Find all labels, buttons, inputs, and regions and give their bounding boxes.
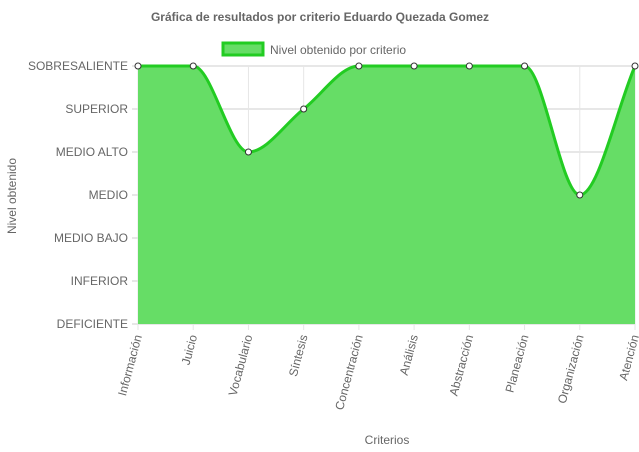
- data-point-1[interactable]: [189, 62, 197, 70]
- x-axis-title: Criterios: [365, 433, 410, 447]
- points-layer: [134, 62, 639, 199]
- series-line: [138, 64, 637, 197]
- y-tick-label: MEDIO BAJO: [54, 231, 128, 245]
- x-tick-label: Atención: [616, 333, 639, 382]
- legend-label: Nivel obtenido por criterio: [270, 43, 406, 57]
- x-tick-label: Concentración: [332, 333, 366, 411]
- x-tick-label: Vocabulario: [226, 333, 256, 398]
- x-tick-label: Información: [115, 333, 145, 397]
- area-layer: [138, 64, 637, 324]
- legend[interactable]: Nivel obtenido por criterio: [221, 41, 406, 57]
- x-tick-label: Síntesis: [286, 333, 311, 378]
- y-axis-ticks: DEFICIENTE INFERIOR MEDIO BAJO MEDIO MEDIO A…: [28, 59, 128, 331]
- data-point-3[interactable]: [300, 105, 308, 113]
- data-point-9[interactable]: [631, 62, 639, 70]
- data-point-2[interactable]: [244, 148, 252, 156]
- x-tick-label: Análisis: [397, 333, 421, 377]
- x-tick-label: Planeación: [503, 333, 532, 394]
- y-tick-label: MEDIO ALTO: [56, 145, 128, 159]
- data-point-8[interactable]: [576, 191, 584, 199]
- x-tick-label: Abstracción: [446, 333, 476, 397]
- series-area-fill: [138, 66, 635, 324]
- data-point-0[interactable]: [134, 62, 142, 70]
- x-axis-ticks: Información Juicio Vocabulario Síntesis Conc…: [115, 333, 639, 412]
- data-point-5[interactable]: [410, 62, 418, 70]
- y-tick-label: SUPERIOR: [65, 102, 128, 116]
- data-point-7[interactable]: [521, 62, 529, 70]
- y-tick-label: INFERIOR: [71, 274, 129, 288]
- y-tick-label: DEFICIENTE: [57, 317, 128, 331]
- y-tick-label: MEDIO: [89, 188, 128, 202]
- data-point-4[interactable]: [355, 62, 363, 70]
- y-axis-title: Nivel obtenido: [5, 158, 19, 234]
- x-tick-label: Organización: [555, 333, 587, 405]
- y-tick-label: SOBRESALIENTE: [28, 59, 128, 73]
- legend-swatch: [221, 41, 265, 57]
- x-tick-label: Juicio: [179, 333, 201, 367]
- chart-title: Gráfica de resultados por criterio Eduar…: [151, 10, 489, 24]
- data-point-6[interactable]: [465, 62, 473, 70]
